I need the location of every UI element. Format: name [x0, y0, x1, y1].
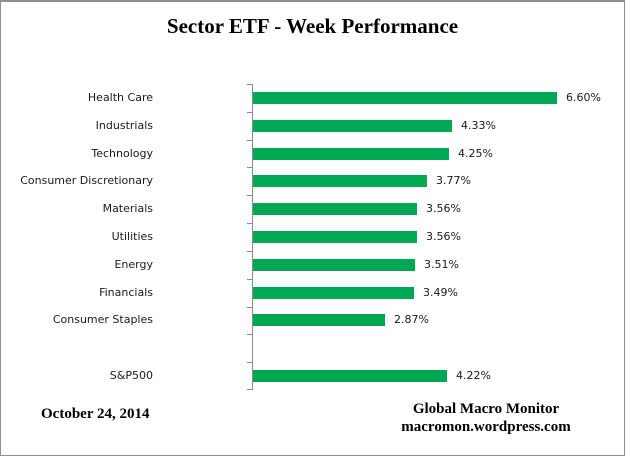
category-label: Consumer Discretionary — [20, 174, 153, 187]
axis-tick-mark — [247, 223, 253, 224]
source-url: macromon.wordpress.com — [401, 419, 571, 435]
value-label: 3.49% — [423, 286, 458, 299]
axis-tick-mark — [247, 84, 253, 85]
category-label: Health Care — [87, 91, 153, 104]
category-label: Utilities — [111, 230, 153, 243]
value-label: 3.77% — [436, 174, 471, 187]
axis-tick-mark — [247, 195, 253, 196]
category-label: Financials — [99, 286, 153, 299]
bar — [253, 287, 414, 299]
axis-tick-mark — [247, 112, 253, 113]
footer-date: October 24, 2014 — [41, 406, 150, 422]
value-label: 4.25% — [458, 147, 493, 160]
bar — [253, 148, 449, 160]
value-label: 6.60% — [566, 91, 601, 104]
bar — [253, 370, 447, 382]
bar — [253, 259, 415, 271]
category-axis-line — [252, 84, 253, 390]
value-label: 3.51% — [424, 258, 459, 271]
axis-tick-mark — [247, 279, 253, 280]
axis-tick-mark — [247, 362, 253, 363]
plot-area: Health Care 6.60% Industrials 4.33% Technolo… — [1, 84, 624, 390]
axis-tick-mark — [247, 389, 253, 390]
bar — [253, 120, 452, 132]
value-label: 4.22% — [456, 369, 491, 382]
value-label: 4.33% — [461, 119, 496, 132]
axis-tick-mark — [247, 140, 253, 141]
category-label: Materials — [102, 202, 153, 215]
category-label: Industrials — [95, 119, 153, 132]
source-block: Global Macro Monitor macromon.wordpress.… — [376, 400, 596, 436]
axis-tick-mark — [247, 167, 253, 168]
value-label: 2.87% — [394, 313, 429, 326]
category-label: Energy — [114, 258, 153, 271]
axis-tick-mark — [247, 307, 253, 308]
axis-tick-mark — [247, 251, 253, 252]
chart-title: Sector ETF - Week Performance — [166, 14, 459, 38]
category-label: S&P500 — [109, 369, 153, 382]
bar — [253, 231, 417, 243]
bar — [253, 314, 385, 326]
category-label: Technology — [91, 147, 153, 160]
source-name: Global Macro Monitor — [412, 401, 560, 417]
axis-tick-mark — [247, 334, 253, 335]
bar — [253, 203, 417, 215]
category-label: Consumer Staples — [52, 313, 153, 326]
bar — [253, 92, 557, 104]
value-label: 3.56% — [426, 230, 461, 243]
value-label: 3.56% — [426, 202, 461, 215]
bar — [253, 175, 427, 187]
